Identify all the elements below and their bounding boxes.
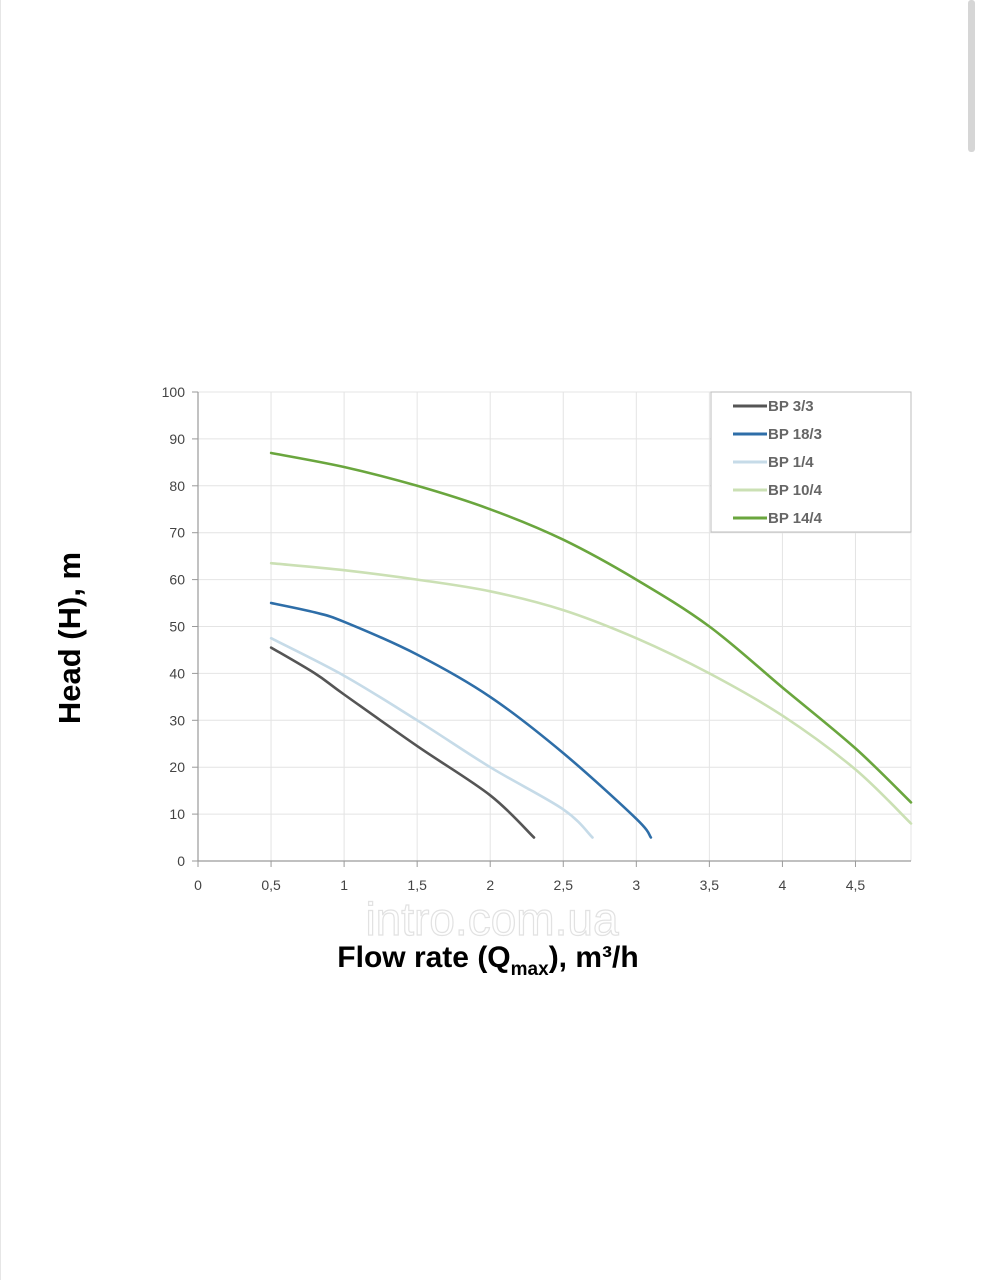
legend: BP 3/3 BP 18/3 BP 1/4 BP 10/4 BP 14/4 <box>710 391 912 533</box>
y-tick-label: 100 <box>162 384 186 400</box>
y-tick-label: 70 <box>169 525 185 541</box>
grid-lines <box>198 391 912 861</box>
x-tick-label: 1 <box>340 877 348 893</box>
legend-label-bp-10-4: BP 10/4 <box>768 482 823 499</box>
series-line-bp-3-3 <box>269 646 536 839</box>
x-axis-title-prefix: Flow rate (Q <box>337 941 510 974</box>
series-line-bp-18-3 <box>269 601 653 839</box>
x-tick-label: 0 <box>194 877 202 893</box>
series-line-bp-14-4 <box>269 451 913 804</box>
page-edge-line <box>0 0 1 1280</box>
y-tick-label: 60 <box>169 572 185 588</box>
legend-label-bp-14-4: BP 14/4 <box>768 510 823 527</box>
y-axis-title: Head (H), m <box>52 552 87 724</box>
legend-label-bp-18-3: BP 18/3 <box>768 426 822 443</box>
y-tick-label: 40 <box>169 665 185 681</box>
y-tick-label: 0 <box>177 853 185 869</box>
x-tick-label: 3 <box>632 877 640 893</box>
x-tick-label: 4 <box>779 877 787 893</box>
y-tick-label: 20 <box>169 759 185 775</box>
tick-labels: 0 10 20 30 40 50 60 70 80 90 100 0 0,5 1 1,5 2 2,5 3 3,5 4 4… <box>162 384 866 893</box>
y-tick-label: 30 <box>169 712 185 728</box>
y-tick-label: 50 <box>169 619 185 635</box>
x-tick-label: 2 <box>486 877 494 893</box>
x-tick-label: 4,5 <box>846 877 866 893</box>
x-axis-title-suffix: ), m³/h <box>549 941 639 974</box>
x-tick-label: 2,5 <box>554 877 574 893</box>
series-lines <box>269 451 913 839</box>
y-tick-label: 90 <box>169 431 185 447</box>
scrollbar[interactable] <box>968 0 975 152</box>
x-axis-title-subscript: max <box>511 959 549 980</box>
y-tick-label: 80 <box>169 478 185 494</box>
x-tick-label: 3,5 <box>700 877 720 893</box>
series-line-bp-10-4 <box>269 561 913 825</box>
series-line-bp-1-4 <box>269 636 594 839</box>
watermark-text: intro.com.ua <box>365 893 619 945</box>
x-tick-label: 0,5 <box>261 877 281 893</box>
x-axis-title: Flow rate (Qmax), m³/h <box>337 941 638 980</box>
legend-label-bp-1-4: BP 1/4 <box>768 454 814 471</box>
x-tick-label: 1,5 <box>407 877 427 893</box>
legend-label-bp-3-3: BP 3/3 <box>768 398 814 415</box>
y-tick-label: 10 <box>169 806 185 822</box>
